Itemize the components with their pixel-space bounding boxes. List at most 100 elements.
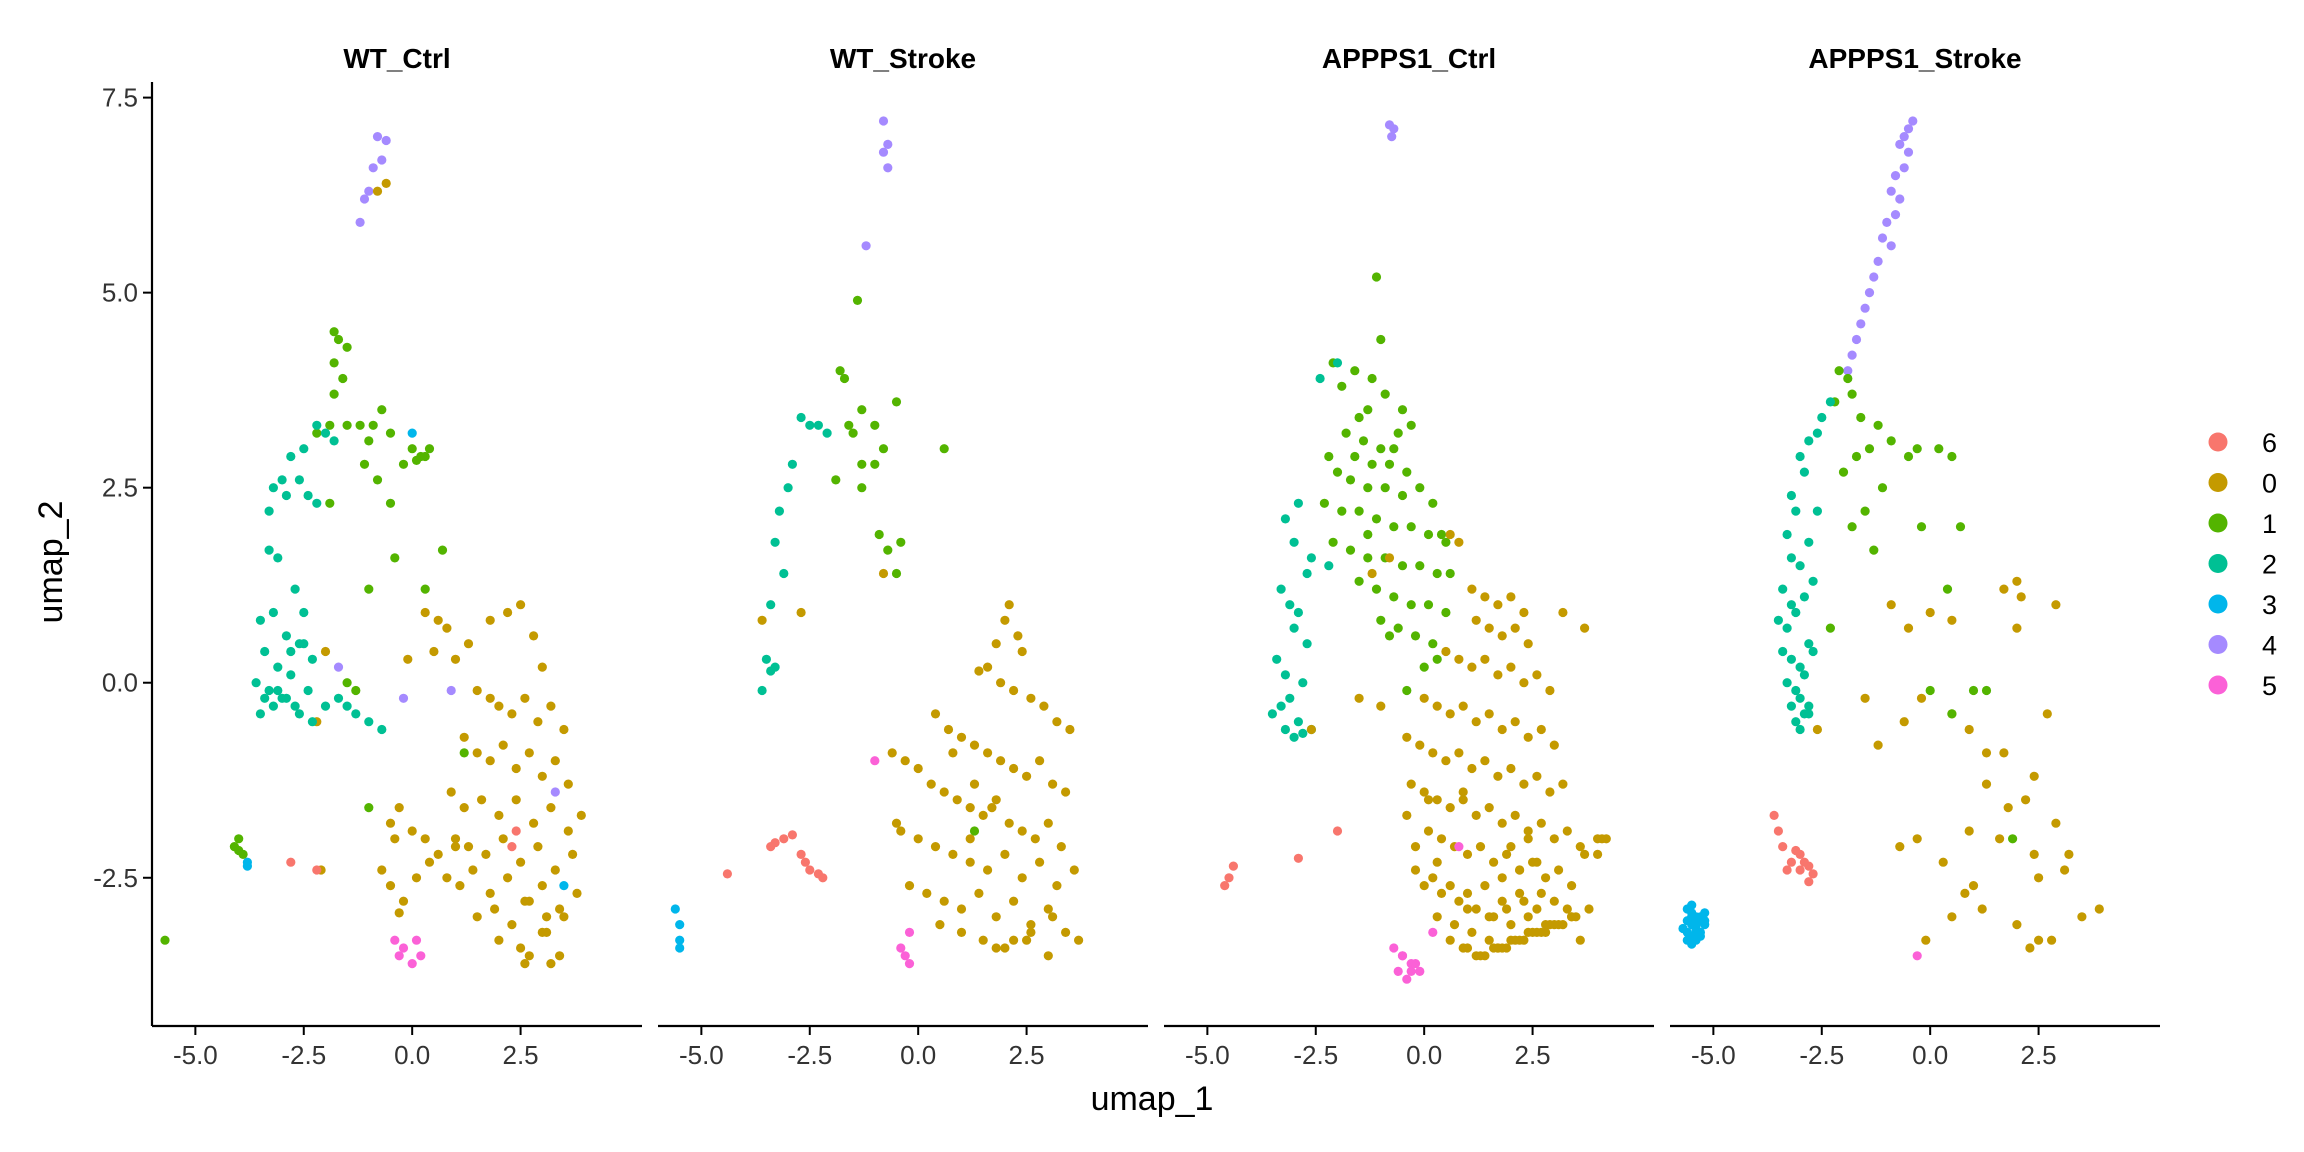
point — [1860, 303, 1870, 313]
point — [1410, 631, 1421, 641]
point — [1851, 334, 1862, 345]
point — [2012, 576, 2022, 586]
point — [273, 685, 283, 696]
point — [294, 709, 304, 719]
point — [1541, 873, 1551, 883]
y-tick-label: 5.0 — [102, 278, 138, 308]
point — [1423, 600, 1434, 610]
y-tick-label: 2.5 — [102, 473, 138, 503]
legend-label: 4 — [2262, 631, 2277, 661]
point — [1280, 724, 1290, 735]
point — [900, 756, 910, 766]
point — [1480, 654, 1490, 664]
point — [546, 701, 556, 711]
point — [381, 178, 391, 188]
point — [1843, 373, 1853, 384]
point — [290, 584, 300, 594]
point — [1977, 904, 1987, 914]
point — [286, 451, 296, 462]
point — [904, 959, 915, 969]
point — [1380, 389, 1390, 399]
point — [1947, 709, 1957, 719]
point — [1843, 366, 1853, 376]
point — [1890, 210, 1901, 220]
point — [511, 826, 521, 836]
point — [1847, 389, 1857, 399]
point — [1462, 904, 1473, 914]
point — [1280, 670, 1290, 680]
point — [1406, 779, 1416, 789]
x-axis-title: umap_1 — [1091, 1080, 1214, 1118]
x-tick-label: -2.5 — [787, 1040, 832, 1070]
point — [1691, 920, 1701, 930]
point — [273, 553, 283, 563]
point — [991, 912, 1001, 922]
legend: 6 0 1 2 3 4 5 — [2208, 428, 2277, 701]
point — [1480, 881, 1490, 891]
point — [537, 771, 547, 781]
point — [675, 920, 685, 930]
point — [320, 428, 331, 438]
point — [481, 849, 491, 860]
y-axis-title: umap_2 — [32, 501, 70, 624]
point — [281, 631, 291, 641]
point — [883, 545, 893, 555]
point — [1864, 444, 1875, 454]
point — [329, 436, 339, 446]
point — [878, 147, 889, 157]
point — [1017, 873, 1027, 883]
point — [1350, 451, 1360, 462]
x-tick-label: 0.0 — [394, 1040, 430, 1070]
point — [320, 701, 331, 711]
legend-key — [2208, 594, 2228, 614]
point — [2008, 834, 2018, 844]
point — [1332, 358, 1343, 368]
point — [1419, 693, 1429, 703]
point — [1432, 857, 1442, 867]
point — [1886, 186, 1896, 196]
point — [1558, 779, 1568, 789]
point — [1289, 623, 1299, 633]
point — [1428, 927, 1438, 938]
point — [874, 529, 884, 540]
point — [1022, 935, 1032, 945]
point — [472, 685, 482, 696]
point — [2042, 709, 2052, 719]
point — [1384, 631, 1395, 641]
point — [372, 475, 383, 485]
y-tick-label: 7.5 — [102, 83, 138, 113]
point — [420, 451, 430, 462]
facet-panel-2: APPPS1_Ctrl -5.0 -2.5 0.0 2.5 — [1164, 43, 1654, 1070]
point — [1786, 553, 1796, 563]
point — [1860, 693, 1870, 703]
point — [1048, 779, 1058, 789]
point — [268, 701, 278, 711]
point — [1389, 592, 1399, 602]
point — [1358, 436, 1369, 446]
point — [1860, 506, 1870, 516]
point — [1471, 615, 1481, 625]
point — [1276, 584, 1286, 594]
point — [1017, 646, 1027, 657]
point — [983, 865, 993, 875]
point — [1428, 873, 1438, 883]
point — [281, 490, 291, 501]
point — [2094, 904, 2104, 914]
point — [1812, 724, 1822, 735]
point — [948, 748, 958, 758]
point — [1895, 139, 1905, 149]
point — [498, 834, 508, 844]
point — [2003, 803, 2013, 813]
point — [520, 693, 530, 703]
point — [1795, 662, 1805, 672]
point — [1419, 787, 1429, 797]
point — [1302, 639, 1312, 649]
point — [857, 459, 867, 469]
point — [1799, 709, 1809, 719]
point — [1410, 842, 1421, 852]
point — [1436, 888, 1447, 899]
point — [242, 861, 252, 871]
point — [1315, 373, 1325, 384]
facet-panel-1: WT_Stroke -5.0 -2.5 0.0 2.5 — [658, 43, 1148, 1070]
point — [364, 584, 374, 594]
